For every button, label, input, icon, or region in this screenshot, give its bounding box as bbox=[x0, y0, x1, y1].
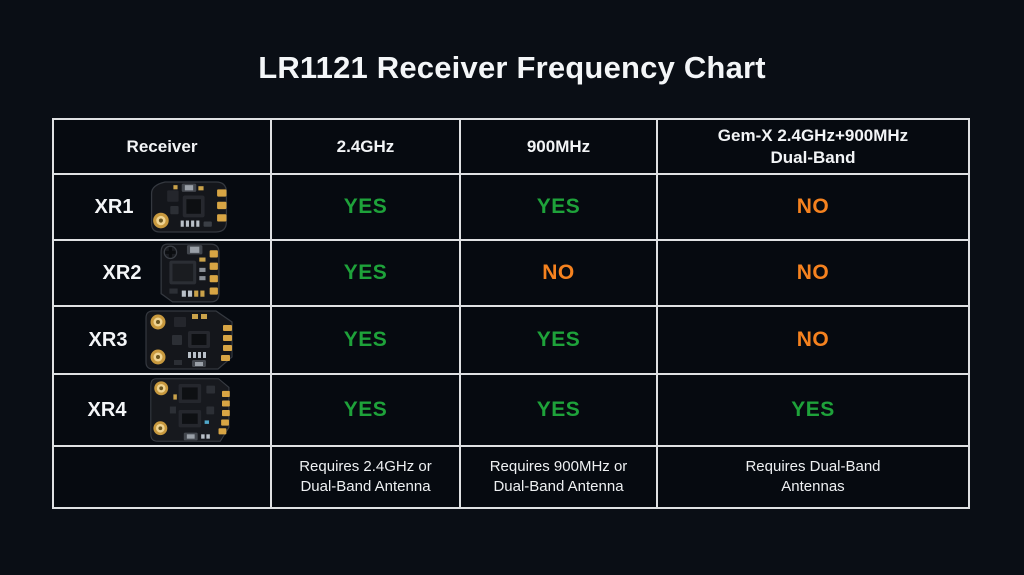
xr1-board-image bbox=[151, 181, 228, 233]
table-row-xr3: XR3 bbox=[52, 305, 970, 375]
footnote-2g4: Requires 2.4GHz or Dual-Band Antenna bbox=[299, 457, 432, 495]
receiver-label: XR4 bbox=[87, 398, 127, 421]
cell-xr3-900: YES bbox=[536, 328, 581, 351]
cell-xr4-900: YES bbox=[536, 398, 581, 421]
receiver-cell-xr4: XR4 bbox=[55, 376, 269, 444]
cell-xr3-2g4: YES bbox=[343, 328, 388, 351]
cell-xr1-2g4: YES bbox=[343, 195, 388, 218]
col-header-900: 900MHz bbox=[459, 118, 658, 175]
cell-xr3-dualband: NO bbox=[796, 328, 830, 351]
page-title: LR1121 Receiver Frequency Chart bbox=[258, 50, 766, 85]
table-row-xr1: XR1 bbox=[52, 173, 970, 241]
cell-xr4-dualband: YES bbox=[791, 398, 835, 421]
receiver-label: XR3 bbox=[88, 328, 128, 351]
xr3-board-image bbox=[145, 310, 234, 370]
receiver-cell-xr3: XR3 bbox=[55, 308, 269, 372]
footnote-dualband: Requires Dual-Band Antennas bbox=[745, 457, 881, 495]
receiver-cell-xr2: XR2 bbox=[55, 242, 269, 304]
footer-cell-empty bbox=[52, 445, 272, 509]
receiver-label: XR2 bbox=[102, 261, 142, 284]
footnote-900: Requires 900MHz or Dual-Band Antenna bbox=[489, 457, 628, 495]
cell-xr1-900: YES bbox=[536, 195, 581, 218]
col-header-receiver: Receiver bbox=[52, 118, 272, 175]
receiver-cell-xr1: XR1 bbox=[55, 179, 269, 235]
table-row-xr4: XR4 bbox=[52, 373, 970, 447]
cell-xr4-2g4: YES bbox=[343, 398, 388, 421]
cell-xr2-dualband: NO bbox=[796, 261, 830, 284]
table-row-xr2: XR2 bbox=[52, 239, 970, 307]
col-header-2g4: 2.4GHz bbox=[270, 118, 461, 175]
xr4-board-image bbox=[150, 378, 231, 442]
receiver-label: XR1 bbox=[94, 195, 134, 218]
header-row: Receiver 2.4GHz 900MHz Gem-X 2.4GHz+900M… bbox=[52, 118, 970, 175]
frequency-table: Receiver 2.4GHz 900MHz Gem-X 2.4GHz+900M… bbox=[52, 118, 970, 509]
footer-row: Requires 2.4GHz or Dual-Band Antenna Req… bbox=[52, 445, 970, 509]
cell-xr2-900: NO bbox=[542, 261, 575, 284]
cell-xr1-dualband: NO bbox=[796, 195, 830, 218]
col-header-dualband: Gem-X 2.4GHz+900MHz Dual-Band bbox=[656, 118, 970, 175]
cell-xr2-2g4: YES bbox=[343, 261, 388, 284]
xr2-board-image bbox=[160, 243, 221, 303]
